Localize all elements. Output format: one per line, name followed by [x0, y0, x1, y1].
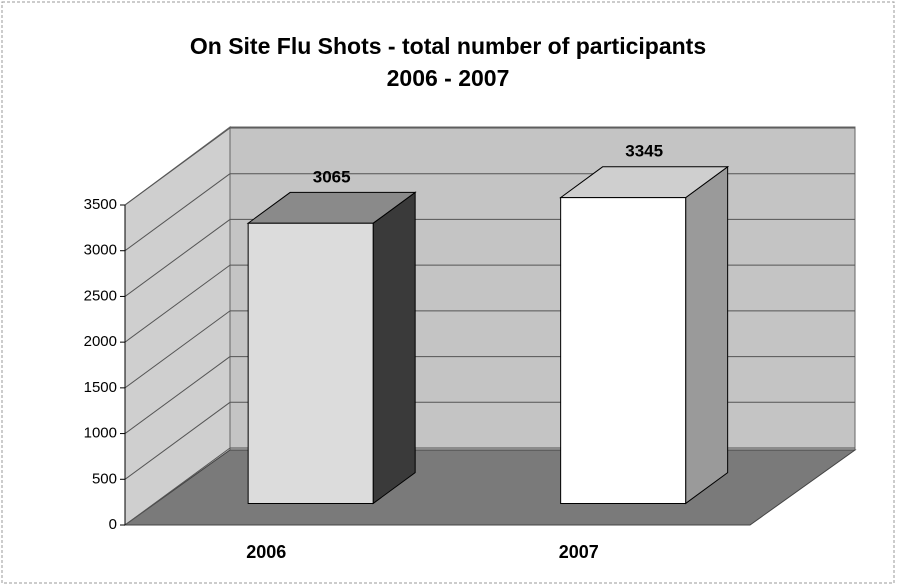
grid-line	[124, 127, 231, 206]
chart-subtitle: 2006 - 2007	[387, 65, 510, 91]
value-label: 3345	[625, 142, 663, 161]
grid-line	[124, 264, 231, 343]
bar	[247, 222, 374, 504]
bar-side	[372, 191, 416, 505]
y-tick-label: 3000	[84, 242, 117, 259]
y-tick-label: 1500	[84, 379, 117, 396]
bar	[560, 197, 687, 504]
x-tick-label: 2007	[559, 542, 599, 562]
y-tick-label: 2000	[84, 333, 117, 350]
floor	[123, 449, 857, 526]
plot-walls	[123, 126, 857, 526]
y-tick-label: 500	[92, 470, 117, 487]
grid-line	[124, 447, 231, 526]
value-label: 3065	[313, 167, 351, 186]
grid-line	[124, 356, 231, 434]
grid-line	[124, 401, 231, 480]
y-tick-label: 1000	[84, 425, 117, 442]
grid-line	[124, 310, 231, 389]
grid-line	[124, 173, 231, 252]
y-tick-label: 3500	[84, 196, 117, 213]
bar-side	[685, 165, 729, 505]
y-tick-label: 2500	[84, 287, 117, 304]
chart-title: On Site Flu Shots - total number of part…	[190, 33, 706, 59]
x-tick-label: 2006	[246, 542, 286, 562]
grid-line	[124, 219, 231, 297]
y-tick-label: 0	[109, 516, 117, 533]
